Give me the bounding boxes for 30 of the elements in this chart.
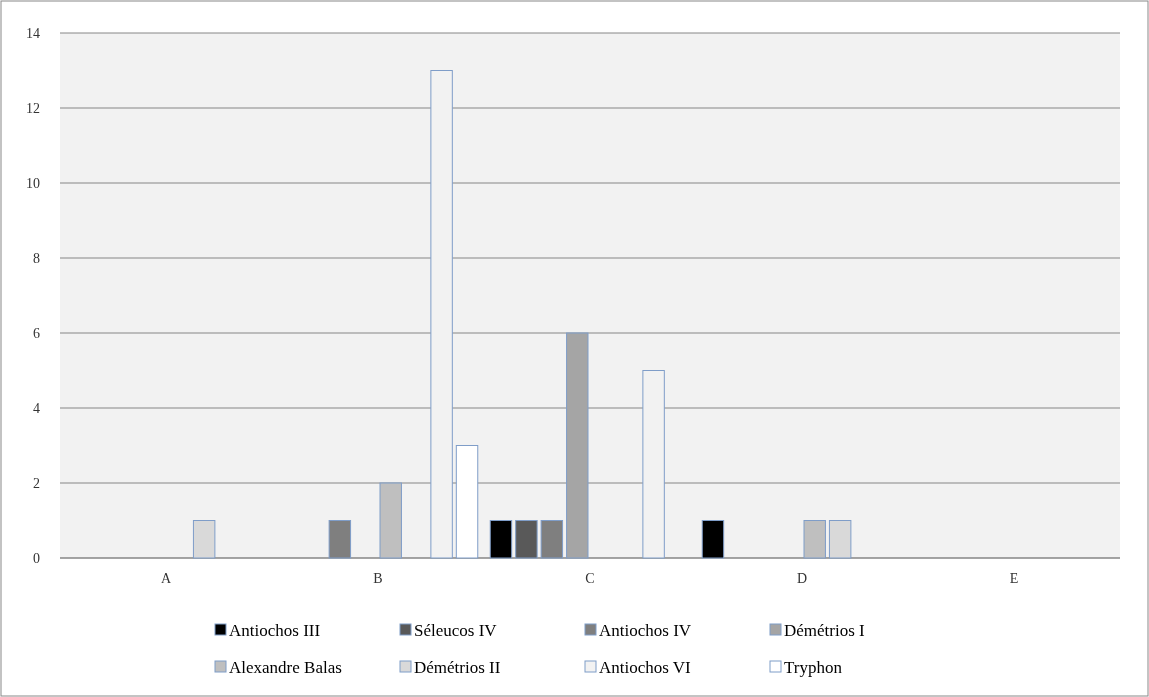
legend-label: Démétrios II bbox=[414, 657, 501, 677]
y-tick-label: 10 bbox=[26, 175, 40, 191]
bar bbox=[489, 520, 513, 559]
bar bbox=[828, 520, 852, 559]
y-tick-label: 14 bbox=[26, 25, 40, 41]
x-tick-label: A bbox=[160, 571, 172, 586]
bar bbox=[455, 445, 479, 559]
x-tick-label: C bbox=[585, 571, 595, 586]
bar bbox=[379, 482, 402, 559]
legend-label: Alexandre Balas bbox=[229, 657, 342, 677]
bar bbox=[701, 520, 725, 559]
y-tick-label: 12 bbox=[26, 100, 40, 116]
y-tick-label: 2 bbox=[33, 475, 40, 491]
y-tick-label: 6 bbox=[33, 325, 40, 341]
legend-label: Séleucos IV bbox=[414, 620, 498, 640]
y-tick-label: 0 bbox=[33, 550, 40, 566]
x-tick-label: D bbox=[796, 571, 808, 586]
x-tick-label: E bbox=[1009, 571, 1019, 586]
legend-label: Antiochos IV bbox=[599, 620, 692, 640]
legend-label: Antiochos VI bbox=[599, 657, 692, 677]
y-tick-label: 8 bbox=[33, 250, 40, 266]
y-tick-label: 4 bbox=[33, 400, 40, 416]
legend-label: Antiochos III bbox=[229, 620, 321, 640]
x-tick-label: B bbox=[373, 571, 383, 586]
legend-label: Démétrios I bbox=[784, 620, 866, 640]
bar bbox=[192, 520, 216, 559]
bar bbox=[803, 520, 826, 559]
legend-label: Tryphon bbox=[784, 657, 843, 677]
bar bbox=[566, 332, 589, 559]
bar bbox=[515, 520, 538, 559]
